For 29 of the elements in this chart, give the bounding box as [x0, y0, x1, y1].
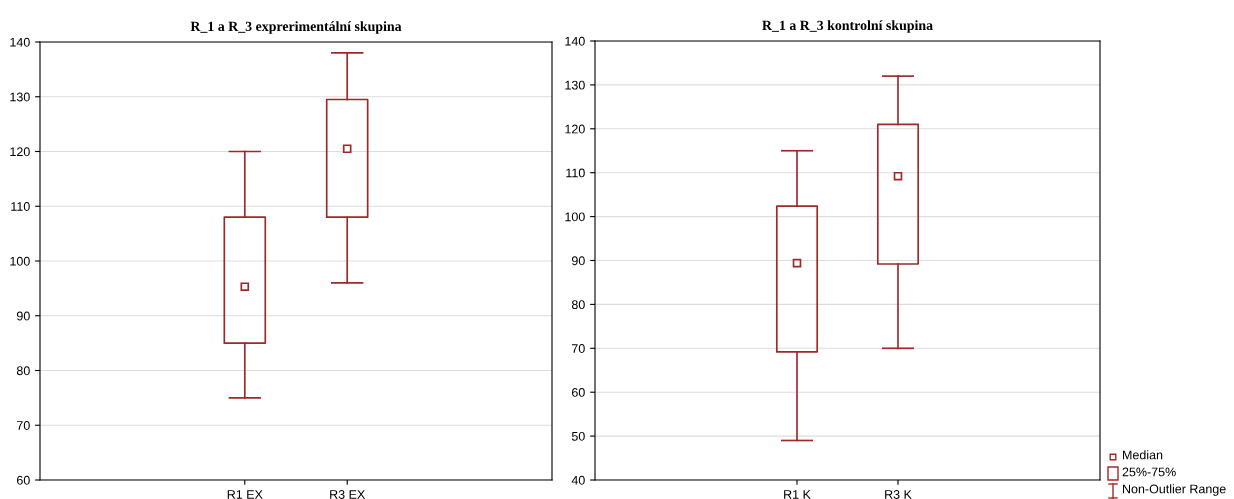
text: Non-Outlier Range	[1123, 484, 1226, 496]
y-tick-label: 60	[17, 475, 30, 485]
y-tick-label: 100	[565, 212, 585, 222]
y-tick-label: 40	[571, 475, 585, 485]
y-tick-label: 60	[572, 388, 585, 397]
chart-title: R_1 a R_3 kontrolní skupina	[762, 20, 933, 33]
y-tick-label: 90	[571, 256, 585, 266]
y-tick-label: 100	[10, 256, 30, 266]
x-tick-label: R1 EX	[227, 490, 263, 499]
x-tick-label: R3 K	[885, 490, 912, 499]
y-tick-label: 50	[571, 431, 585, 441]
y-tick-label: 70	[17, 421, 30, 430]
text: 25%-75%	[1122, 467, 1176, 477]
y-tick-label: 90	[16, 311, 30, 321]
y-tick-label: 120	[565, 124, 585, 134]
x-tick-label: R3 EX	[330, 490, 365, 499]
y-tick-label: 130	[10, 92, 30, 102]
y-tick-label: 70	[572, 344, 585, 353]
y-tick-label: 110	[566, 168, 585, 178]
x-tick-label: R1 K	[784, 490, 811, 499]
y-tick-label: 80	[16, 366, 30, 376]
y-tick-label: 130	[565, 80, 585, 90]
y-tick-label: 110	[11, 202, 30, 211]
y-tick-label: 140	[565, 36, 585, 46]
chart-title: R_1 a R_3 exprerimentální skupina	[190, 21, 402, 34]
text: Median	[1123, 450, 1163, 460]
y-tick-label: 80	[571, 300, 585, 310]
y-tick-label: 120	[10, 147, 30, 157]
y-tick-label: 140	[10, 37, 30, 47]
